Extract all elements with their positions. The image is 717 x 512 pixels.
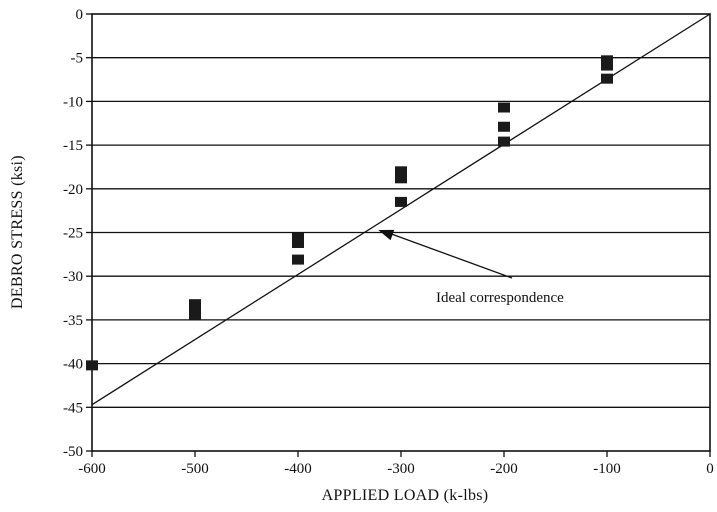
annotation: Ideal correspondence [378,229,564,306]
y-tick-label: -35 [63,313,83,329]
data-point [292,254,304,265]
y-tick-label: 0 [76,7,84,23]
data-point [498,121,510,132]
annotation-label: Ideal correspondence [436,290,564,306]
x-tick-label: 0 [706,461,714,477]
data-point [395,196,407,207]
data-point [498,102,510,113]
data-point [601,73,613,84]
x-tick-label: -600 [78,461,106,477]
data-points [86,55,613,371]
x-tick-label: -200 [490,461,518,477]
y-axis-ticks: 0 -5 -10 -15 -20 -25 -30 -35 -40 -45 -50 [63,7,92,460]
data-point [601,60,613,71]
data-point [189,299,201,310]
y-tick-label: -45 [63,400,83,416]
y-axis-label: DEBRO STRESS (ksi) [9,155,26,309]
y-tick-label: -15 [63,138,83,154]
data-point [395,173,407,184]
x-tick-label: -300 [387,461,415,477]
y-tick-label: -30 [63,269,83,285]
data-point [292,237,304,248]
y-tick-label: -10 [63,94,83,110]
annotation-arrow-line [383,230,513,279]
y-tick-label: -20 [63,182,83,198]
x-tick-label: -100 [593,461,621,477]
x-axis-ticks: -600 -500 -400 -300 -200 -100 0 [78,451,714,477]
data-point [292,232,304,243]
data-point [86,360,98,371]
y-tick-label: -25 [63,226,83,242]
annotation-arrowhead [378,229,395,241]
data-point [395,166,407,177]
x-tick-label: -400 [284,461,312,477]
data-point [601,55,613,66]
x-axis-label: APPLIED LOAD (k-lbs) [322,487,489,504]
y-tick-label: -50 [63,444,83,460]
data-point [498,136,510,147]
data-point [189,309,201,320]
y-tick-label: -40 [63,357,83,373]
y-tick-label: -5 [71,51,84,67]
x-tick-label: -500 [181,461,209,477]
